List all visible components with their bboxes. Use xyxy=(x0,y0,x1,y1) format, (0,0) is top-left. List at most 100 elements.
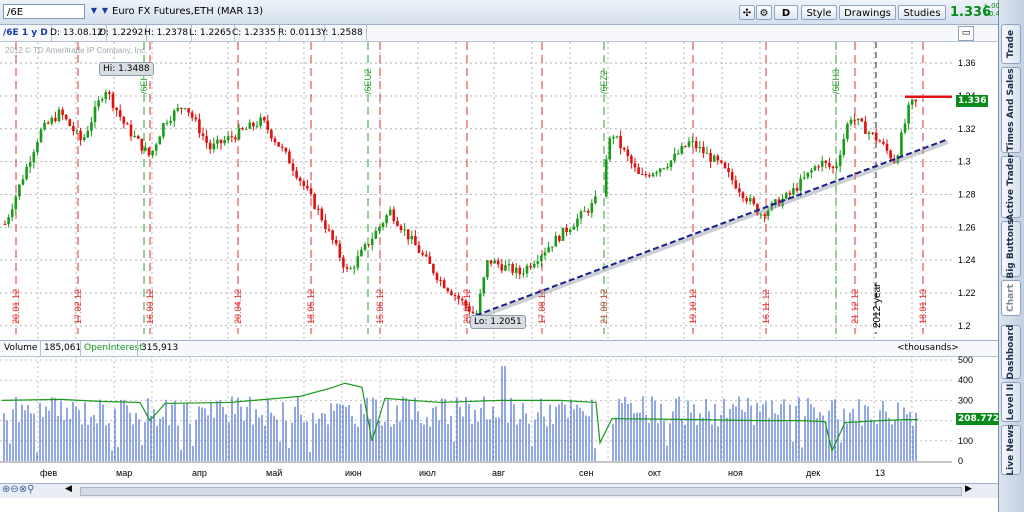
candle xyxy=(183,108,187,110)
price-chart[interactable]: 2012 © TD Ameritrade IP Company, Inc. 20… xyxy=(0,42,998,340)
candle xyxy=(889,150,892,159)
candle xyxy=(619,135,622,149)
candle xyxy=(579,211,583,219)
scroll-left-icon[interactable]: ◀ xyxy=(65,484,72,494)
candle xyxy=(802,177,806,179)
candle xyxy=(799,178,802,191)
candle xyxy=(288,151,291,164)
candle xyxy=(399,225,403,231)
oi-value: 315,913 xyxy=(137,341,178,356)
tab-active-trader[interactable]: Active Trader xyxy=(1001,153,1021,221)
candle xyxy=(262,117,266,121)
candle xyxy=(68,119,72,127)
month-label: фев xyxy=(40,468,57,478)
month-label: мар xyxy=(116,468,132,478)
candle xyxy=(612,136,615,139)
candle xyxy=(417,245,421,253)
candle xyxy=(21,179,25,185)
period-button[interactable]: D xyxy=(774,5,798,20)
zoom-icons[interactable]: ⊕⊖⊗⚲ xyxy=(2,484,35,495)
price-axis-label: 1.22 xyxy=(958,288,976,298)
candle xyxy=(637,167,640,174)
style-button[interactable]: Style xyxy=(801,5,837,20)
candle xyxy=(3,224,7,226)
studies-button[interactable]: Studies xyxy=(898,5,946,20)
high-value: H: 1.2378 xyxy=(141,25,193,41)
candle xyxy=(900,132,903,156)
horizontal-scrollbar[interactable] xyxy=(80,487,962,496)
candle xyxy=(374,230,378,239)
candle xyxy=(810,170,813,173)
tab-times-and-sales[interactable]: Times And Sales xyxy=(1001,67,1021,153)
candle xyxy=(36,141,39,153)
candle xyxy=(500,264,504,271)
candle xyxy=(122,116,126,124)
volume-chart[interactable]: 5004003002001000 февмарапрмайиюниюлавгсе… xyxy=(0,356,998,483)
candle xyxy=(205,136,208,143)
low-value: L: 1.2265 xyxy=(186,25,236,41)
candle xyxy=(846,123,849,140)
price-axis-label: 1.2 xyxy=(958,321,971,331)
candle xyxy=(241,128,244,130)
candle xyxy=(766,210,770,217)
candle xyxy=(853,119,856,121)
month-label: 13 xyxy=(875,468,885,478)
candle xyxy=(360,249,363,257)
candle xyxy=(748,198,752,202)
candle xyxy=(752,198,756,204)
maximize-icon[interactable]: ▭ xyxy=(958,26,974,41)
candle xyxy=(457,295,460,299)
price-axis-label: 1.36 xyxy=(958,58,976,68)
symbol-link-icon[interactable]: ▼ xyxy=(101,6,109,15)
symbol-input[interactable]: /6E xyxy=(3,4,85,19)
candle xyxy=(162,123,165,137)
volume-axis-label: 400 xyxy=(958,375,973,385)
candle xyxy=(378,226,381,231)
candle xyxy=(216,139,219,144)
candle xyxy=(75,130,79,132)
y-value: Y: 1.2588 xyxy=(318,25,367,41)
tab-live-news[interactable]: Live News xyxy=(1001,424,1021,476)
candle xyxy=(727,168,730,173)
scroll-right-icon[interactable]: ▶ xyxy=(965,484,972,494)
candle xyxy=(468,306,471,312)
candle xyxy=(525,265,529,274)
tab-level-ii[interactable]: Level II xyxy=(1001,382,1021,422)
crosshair-icon[interactable]: ✣ xyxy=(739,5,755,20)
candle xyxy=(630,156,633,164)
candle xyxy=(140,138,144,151)
candle xyxy=(493,260,496,264)
tab-big-buttons[interactable]: Big Buttons xyxy=(1001,219,1021,279)
candle xyxy=(849,119,853,124)
candle xyxy=(428,256,432,264)
candle xyxy=(25,166,28,180)
chart-toolbar: /6E ▼ ▼ Euro FX Futures,ETH (MAR 13) ✣ ⚙… xyxy=(0,0,1011,25)
candle xyxy=(284,147,288,152)
candle xyxy=(244,128,248,130)
candle xyxy=(446,288,450,292)
candle xyxy=(90,122,93,131)
candle xyxy=(316,208,320,210)
settings-icon[interactable]: ⚙ xyxy=(756,5,772,20)
candle xyxy=(831,166,835,169)
candle xyxy=(298,177,302,182)
candle xyxy=(907,104,910,124)
candle xyxy=(532,263,536,268)
candle xyxy=(709,152,712,162)
drawings-label: Drawings xyxy=(844,8,891,19)
drawings-button[interactable]: Drawings xyxy=(839,5,896,20)
candle xyxy=(511,264,514,273)
symbol-period-label[interactable]: /6E 1 y D xyxy=(0,25,52,41)
candle xyxy=(489,260,493,264)
tab-chart[interactable]: Chart xyxy=(1001,280,1021,316)
tab-dashboard[interactable]: Dashboard xyxy=(1001,325,1021,379)
candle xyxy=(198,119,201,134)
open-value: O: 1.2292 xyxy=(96,25,148,41)
candle xyxy=(424,254,428,257)
tab-trade[interactable]: Trade xyxy=(1001,24,1021,64)
candle xyxy=(882,141,885,144)
candle xyxy=(871,132,874,134)
candle xyxy=(590,203,594,213)
symbol-dropdown-icon[interactable]: ▼ xyxy=(90,6,98,15)
candle xyxy=(439,280,442,282)
